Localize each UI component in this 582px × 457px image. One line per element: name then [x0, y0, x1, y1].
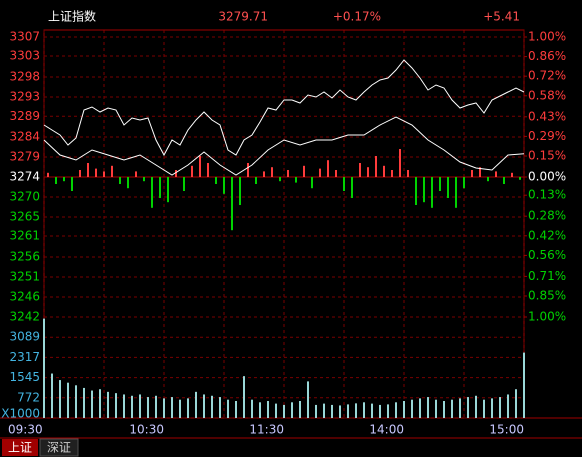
volume-tick-label: 2317	[9, 350, 40, 364]
volume-tick-label: 772	[17, 390, 40, 404]
y2-tick-label: 0.58%	[528, 88, 566, 102]
y-tick-label: 3270	[9, 189, 40, 203]
x-tick-label: 09:30	[8, 423, 43, 437]
y-tick-label: 3251	[9, 269, 40, 283]
y-tick-label: 3256	[9, 249, 40, 263]
y-tick-label: 3289	[9, 109, 40, 123]
y-tick-label: 3274	[9, 169, 40, 183]
tab-bg	[39, 438, 79, 457]
y2-tick-label: 0.42%	[528, 228, 566, 242]
price-line	[43, 59, 525, 157]
y2-tick-label: 0.86%	[528, 49, 566, 63]
chart-title: 上证指数	[48, 9, 96, 24]
y-tick-label: 3261	[9, 228, 40, 242]
y-tick-label: 3303	[9, 48, 40, 62]
y2-tick-label: 0.71%	[528, 269, 566, 283]
y-tick-label: 3298	[9, 70, 40, 84]
tab[interactable]: 上证	[8, 441, 32, 455]
volume-tick-label: 1545	[9, 370, 40, 384]
y2-tick-label: 0.13%	[528, 188, 566, 202]
volume-tick-label: 3089	[9, 330, 40, 344]
tab[interactable]: 深证	[47, 441, 71, 455]
y2-tick-label: 0.28%	[528, 209, 566, 223]
x-tick-label: 10:30	[129, 423, 164, 437]
quote-change-percent: +0.17%	[333, 10, 381, 24]
price-line	[43, 116, 525, 176]
volume-tick-label: X1000	[1, 407, 40, 421]
y-tick-label: 3293	[9, 90, 40, 104]
y-tick-label: 3246	[9, 289, 40, 303]
y-tick-label: 3265	[9, 209, 40, 223]
quote-change: +5.41	[483, 10, 520, 24]
y2-tick-label: 0.85%	[528, 289, 566, 303]
y2-tick-label: 0.29%	[528, 129, 566, 143]
x-tick-label: 15:00	[489, 423, 524, 437]
y-tick-label: 3307	[9, 30, 40, 44]
y-tick-label: 3242	[9, 310, 40, 324]
y2-tick-label: 0.43%	[528, 109, 566, 123]
y2-tick-label: 1.00%	[528, 30, 566, 44]
y-tick-label: 3284	[9, 130, 40, 144]
y-tick-label: 3279	[9, 150, 40, 164]
y2-tick-label: 0.00%	[528, 170, 566, 184]
y2-tick-label: 0.72%	[528, 69, 566, 83]
y2-tick-label: 0.56%	[528, 248, 566, 262]
x-tick-label: 11:30	[249, 423, 284, 437]
tab-active-bg	[2, 439, 38, 456]
y2-tick-label: 1.00%	[528, 310, 566, 324]
half-hour-grid	[103, 30, 465, 418]
y2-tick-label: 0.15%	[528, 149, 566, 163]
quote-price: 3279.71	[218, 10, 268, 24]
x-tick-label: 14:00	[369, 423, 404, 437]
